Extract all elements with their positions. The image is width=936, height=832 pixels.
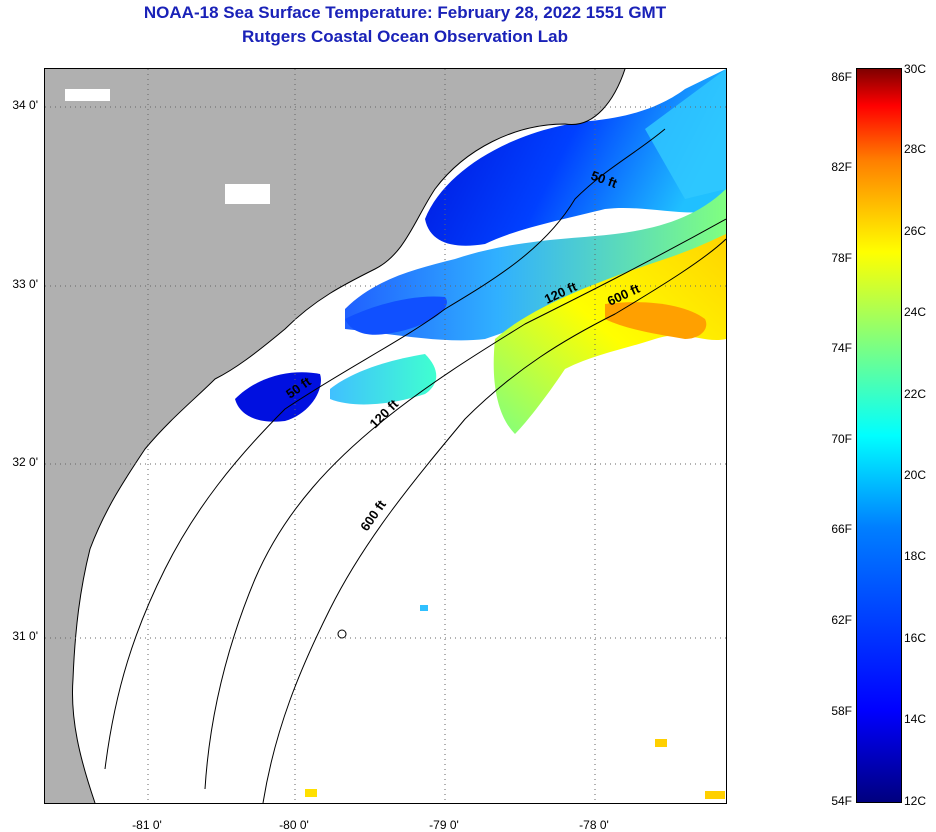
lon-label-80: -80 0' <box>279 818 309 832</box>
colorbar-label-66f: 66F <box>831 522 852 536</box>
colorbar-label-16c: 16C <box>904 631 927 645</box>
sst-speck-3 <box>420 605 428 611</box>
lat-label-31: 31 0' <box>12 629 38 643</box>
colorbar-label-28c: 28C <box>904 142 927 156</box>
colorbar-label-20c: 20C <box>904 468 927 482</box>
sst-patch-blue-coastal <box>345 296 447 335</box>
sst-speck-4 <box>305 789 317 797</box>
graticule <box>45 69 726 803</box>
inland-water-2 <box>225 184 270 204</box>
isobath-50ft <box>104 128 666 770</box>
colorbar-label-18c: 18C <box>904 549 927 563</box>
colorbar-label-58f: 58F <box>831 704 852 718</box>
sst-map: 50 ft 50 ft 120 ft 120 ft 600 ft 600 ft <box>44 68 727 804</box>
lon-label-78: -78 0' <box>579 818 609 832</box>
label-600ft-south: 600 ft <box>357 497 389 534</box>
inland-water-1 <box>65 89 110 101</box>
colorbar-label-82f: 82F <box>831 160 852 174</box>
seamount-contour <box>337 629 347 639</box>
sst-patch-cyan-south <box>330 354 437 405</box>
colorbar-label-62f: 62F <box>831 613 852 627</box>
colorbar-label-70f: 70F <box>831 432 852 446</box>
lat-label-32: 32 0' <box>12 455 38 469</box>
lat-label-34: 34 0' <box>12 98 38 112</box>
sst-speck-2 <box>705 791 725 799</box>
colorbar-label-86f: 86F <box>831 70 852 84</box>
colorbar-label-14c: 14C <box>904 712 927 726</box>
colorbar-label-12c: 12C <box>904 794 927 808</box>
coastline <box>72 69 626 803</box>
sst-patch-northeast <box>645 69 726 199</box>
isobath-120ft <box>204 218 726 790</box>
sst-patch-warm-offshore <box>493 234 726 434</box>
sst-patch-orange <box>605 302 707 339</box>
colorbar-label-74f: 74F <box>831 341 852 355</box>
chart-title: NOAA-18 Sea Surface Temperature: Februar… <box>143 3 667 22</box>
isobath-600ft <box>262 238 726 803</box>
colorbar-label-78f: 78F <box>831 251 852 265</box>
sst-speck-1 <box>655 739 667 747</box>
chart-subtitle: Rutgers Coastal Ocean Observation Lab <box>242 27 568 46</box>
temperature-colorbar <box>856 68 902 803</box>
colorbar-label-30c: 30C <box>904 62 927 76</box>
lon-label-81: -81 0' <box>132 818 162 832</box>
land-mass <box>45 69 625 803</box>
lon-label-79: -79 0' <box>429 818 459 832</box>
colorbar-label-54f: 54F <box>831 794 852 808</box>
sst-data-layer <box>235 69 726 799</box>
colorbar-label-22c: 22C <box>904 387 927 401</box>
sst-map-canvas: 50 ft 50 ft 120 ft 120 ft 600 ft 600 ft <box>45 69 726 803</box>
sst-patch-deep-blue-south <box>235 372 321 422</box>
sst-patch-north-cold <box>425 69 726 246</box>
lat-label-33: 33 0' <box>12 277 38 291</box>
colorbar-label-26c: 26C <box>904 224 927 238</box>
colorbar-label-24c: 24C <box>904 305 927 319</box>
